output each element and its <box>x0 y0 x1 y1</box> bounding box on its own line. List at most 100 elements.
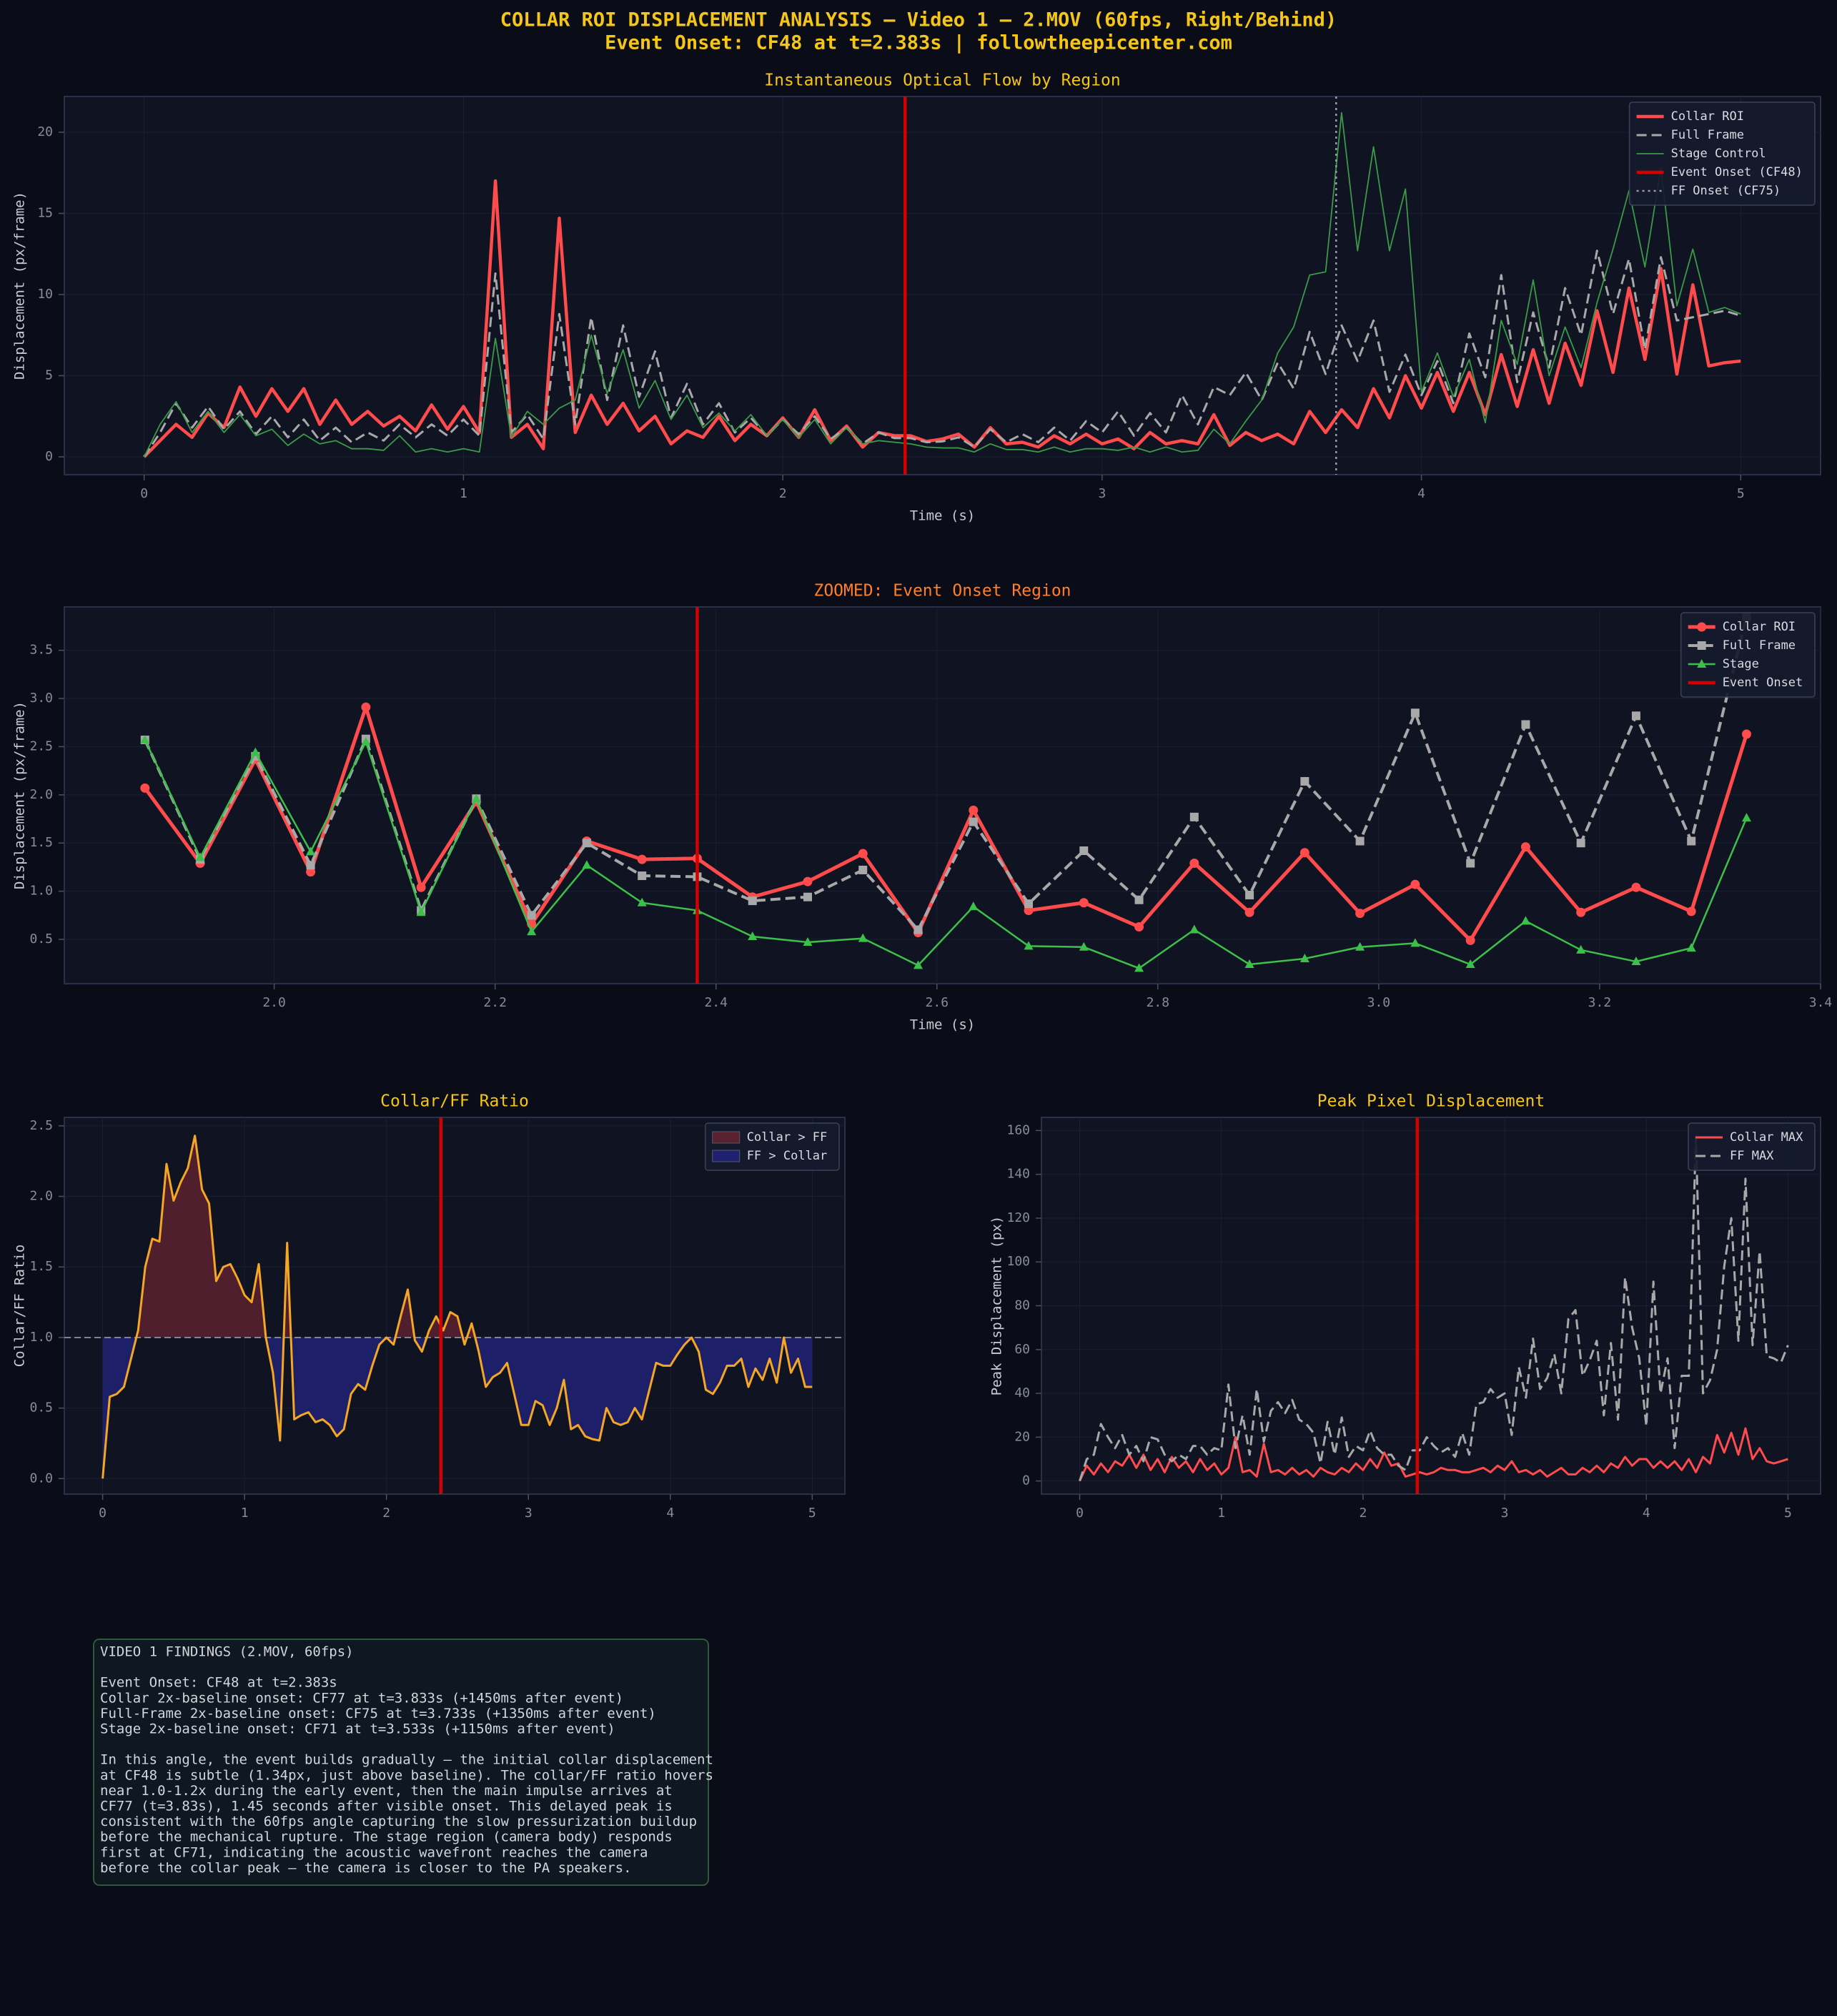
legend: Collar MAX FF MAX <box>1688 1122 1816 1171</box>
marker <box>969 901 979 911</box>
series-line <box>143 616 1748 932</box>
marker <box>1079 898 1089 908</box>
x-tick-label: 5 <box>1737 486 1745 501</box>
marker <box>1576 839 1585 848</box>
marker <box>803 892 812 901</box>
y-tick-label: 0 <box>1022 1473 1030 1488</box>
legend-swatch <box>712 1150 741 1162</box>
legend: Collar > FF FF > Collar <box>704 1122 840 1171</box>
marker <box>1576 944 1586 954</box>
legend-box <box>1628 102 1816 206</box>
series-line <box>1079 1136 1789 1482</box>
page-subtitle: Event Onset: CF48 at t=2.383s | followth… <box>605 32 1232 54</box>
marker <box>527 911 536 920</box>
chart: 0 1 2 3 4 5 0 20 40 60 80 100 120 140 160 Peak Pixel Di… <box>989 1092 1821 1521</box>
x-tick-label: 2.6 <box>926 995 949 1010</box>
legend-label: Full Frame <box>1671 128 1744 142</box>
x-tick-label: 2.4 <box>704 995 728 1010</box>
x-tick-label: 4 <box>666 1506 674 1521</box>
marker <box>1465 959 1475 969</box>
y-tick-label: 160 <box>1006 1122 1030 1137</box>
marker <box>1631 882 1641 892</box>
x-tick-label: 1 <box>460 486 467 501</box>
marker <box>1355 909 1365 919</box>
y-tick-label: 20 <box>1014 1429 1030 1444</box>
marker <box>1024 899 1034 909</box>
findings-line: at CF48 is subtle (1.34px, just above ba… <box>100 1767 713 1783</box>
marker <box>140 783 150 793</box>
x-tick-label: 0 <box>140 486 148 501</box>
legend-label: Event Onset (CF48) <box>1671 165 1803 179</box>
y-tick-label: 0.5 <box>29 1400 53 1415</box>
marker <box>140 735 150 743</box>
findings-line: Event Onset: CF48 at t=2.383s <box>100 1675 337 1691</box>
y-axis-label: Displacement (px/frame) <box>12 701 28 889</box>
marker <box>306 861 315 870</box>
marker <box>1686 943 1696 952</box>
fill-below <box>102 1337 813 1479</box>
legend-label: Full Frame <box>1723 638 1796 653</box>
findings-line: In this angle, the event builds graduall… <box>100 1752 713 1768</box>
y-tick-label: 80 <box>1014 1298 1030 1313</box>
x-axis-label: Time (s) <box>910 508 976 524</box>
findings-line: Full-Frame 2x-baseline onset: CF75 at t=… <box>100 1706 656 1721</box>
y-tick-label: 40 <box>1014 1385 1030 1400</box>
y-axis-label: Displacement (px/frame) <box>12 192 28 380</box>
marker <box>1520 842 1530 852</box>
marker <box>1465 935 1475 945</box>
y-tick-label: 2.0 <box>29 787 53 802</box>
y-tick-label: 2.5 <box>29 738 53 753</box>
marker <box>416 882 426 892</box>
series-line <box>143 249 1741 458</box>
y-tick-label: 1.5 <box>29 835 53 850</box>
marker <box>471 794 481 803</box>
y-axis-label: Peak Displacement (px) <box>989 1216 1005 1396</box>
y-tick-label: 3.0 <box>29 691 53 706</box>
plot-layer <box>1079 1117 1789 1494</box>
legend: Collar ROI Full Frame Stage Control Event O… <box>1628 102 1816 206</box>
y-tick-label: 0 <box>45 449 53 464</box>
legend-marker <box>1697 659 1707 668</box>
findings-line: before the collar peak — the camera is c… <box>100 1860 632 1876</box>
x-tick-label: 2 <box>779 486 787 501</box>
marker <box>748 931 758 940</box>
x-tick-label: 3 <box>1098 486 1106 501</box>
marker <box>1355 942 1365 951</box>
marker <box>1466 859 1475 868</box>
x-tick-label: 3.4 <box>1809 995 1833 1010</box>
marker <box>1686 906 1696 916</box>
marker <box>969 817 978 826</box>
legend-label: Collar ROI <box>1723 620 1796 634</box>
chart-title: Collar/FF Ratio <box>380 1092 529 1111</box>
x-tick-label: 4 <box>1643 1506 1650 1521</box>
x-tick-label: 1 <box>1217 1506 1225 1521</box>
series-line <box>144 739 1748 969</box>
marker <box>1355 836 1365 846</box>
marker <box>858 849 868 859</box>
marker <box>1245 891 1254 899</box>
series-line <box>1079 1427 1788 1482</box>
legend: Collar ROI Full Frame Stage Event Onset <box>1680 612 1816 698</box>
marker <box>582 860 592 869</box>
y-tick-label: 60 <box>1014 1342 1030 1357</box>
marker <box>250 747 260 756</box>
marker <box>582 839 591 848</box>
y-tick-label: 3.5 <box>29 643 53 658</box>
marker <box>1576 907 1586 917</box>
plot-layer <box>143 97 1741 475</box>
marker <box>1631 711 1640 721</box>
x-tick-label: 2.2 <box>483 995 507 1010</box>
y-tick-label: 100 <box>1006 1254 1030 1269</box>
x-tick-label: 5 <box>808 1506 816 1521</box>
plot-layer <box>64 1117 845 1494</box>
legend-label: Stage <box>1723 657 1759 671</box>
y-tick-label: 0.0 <box>29 1471 53 1486</box>
findings-box <box>93 1639 709 1886</box>
chart-title: ZOOMED: Event Onset Region <box>813 582 1071 601</box>
legend-marker <box>1697 622 1707 632</box>
findings-line: Stage 2x-baseline onset: CF71 at t=3.533… <box>100 1721 615 1737</box>
findings-line: before the mechanical rupture. The stage… <box>100 1829 673 1845</box>
marker <box>1134 963 1144 972</box>
y-tick-label: 20 <box>37 124 53 139</box>
